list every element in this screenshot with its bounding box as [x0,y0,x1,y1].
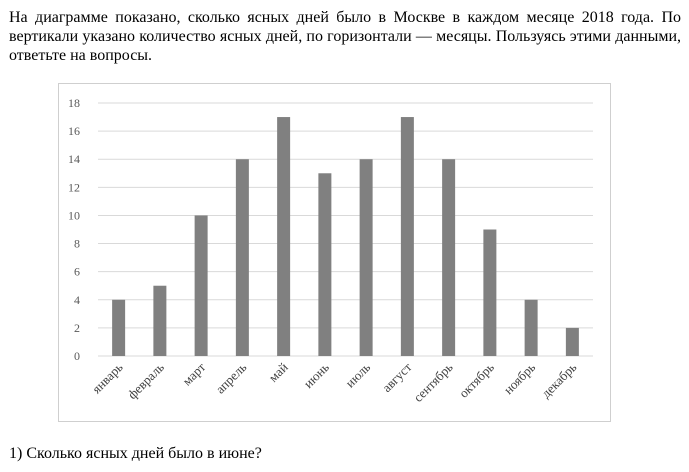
bar-5 [318,173,332,356]
gridlines [98,102,593,357]
x-tick-label: март [179,359,208,388]
bar-1 [153,285,167,356]
bar-3 [235,159,249,356]
y-tick-label: 10 [68,208,80,222]
bar-10 [524,299,538,356]
y-tick-label: 2 [74,321,80,335]
y-tick-label: 6 [74,265,80,279]
y-tick-label: 14 [68,152,80,166]
y-tick-label: 0 [74,349,80,363]
y-axis-tick-labels: 0 2 4 6 8 10 12 14 16 18 [68,96,80,363]
y-tick-label: 4 [74,293,80,307]
y-tick-label: 12 [68,180,80,194]
chart-frame [58,83,611,422]
x-tick-label: август [379,359,415,395]
x-tick-label: июнь [300,359,332,391]
x-tick-label: ноябрь [501,359,539,397]
x-tick-label: декабрь [538,359,579,400]
x-tick-label: сентябрь [410,359,455,404]
x-tick-label: май [265,359,290,384]
x-tick-label: февраль [124,359,167,402]
y-tick-label: 8 [74,237,80,251]
bar-9 [483,229,497,356]
bar-6 [359,159,373,356]
bar-4 [277,117,291,356]
bars [112,117,579,356]
y-tick-label: 18 [68,96,80,110]
y-tick-label: 16 [68,124,80,138]
bar-7 [400,117,414,356]
bar-11 [565,327,579,356]
x-tick-label: апрель [213,359,250,396]
x-tick-label: январь [89,359,126,396]
bar-2 [194,215,208,356]
x-tick-label: июль [342,359,373,390]
question-1: 1) Сколько ясных дней было в июне? [9,445,262,462]
x-tick-label: октябрь [456,359,497,400]
bar-0 [112,299,126,356]
intro-text: На диаграмме показано, сколько ясных дне… [9,9,681,64]
bar-8 [442,159,456,356]
